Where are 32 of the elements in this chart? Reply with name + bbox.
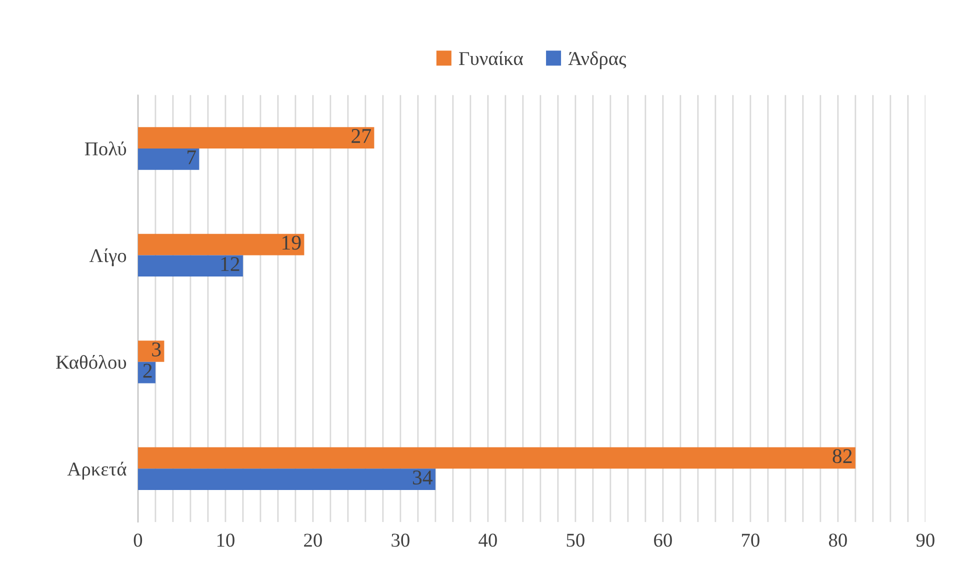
bar bbox=[138, 447, 856, 469]
data-label: 3 bbox=[152, 342, 161, 356]
y-tick-label: Καθόλου bbox=[56, 354, 126, 369]
bar bbox=[138, 255, 243, 277]
data-label: 12 bbox=[221, 257, 240, 271]
data-label: 19 bbox=[282, 236, 301, 250]
legend-label: Άνδρας bbox=[568, 51, 626, 70]
x-tick-label: 30 bbox=[392, 534, 410, 547]
x-tick-label: 0 bbox=[134, 534, 142, 547]
x-tick-label: 60 bbox=[654, 534, 672, 547]
bar bbox=[138, 148, 200, 170]
x-tick-label: 90 bbox=[916, 534, 934, 547]
x-tick-label: 80 bbox=[828, 534, 847, 547]
bar bbox=[138, 127, 374, 148]
data-label: 27 bbox=[352, 129, 371, 143]
x-tick-label: 40 bbox=[478, 534, 497, 547]
x-tick-label: 10 bbox=[217, 534, 234, 547]
x-tick-label: 20 bbox=[304, 534, 322, 547]
bar bbox=[138, 234, 304, 256]
legend-label: Γυναίκα bbox=[459, 51, 523, 66]
bar bbox=[138, 468, 436, 490]
data-label: 2 bbox=[143, 364, 152, 378]
y-tick-label: Λίγο bbox=[89, 248, 126, 266]
data-label: 7 bbox=[188, 150, 196, 164]
x-tick-label: 70 bbox=[742, 534, 760, 547]
bar bbox=[138, 340, 164, 362]
y-tick-label: Πολύ bbox=[84, 142, 126, 156]
data-label: 82 bbox=[832, 449, 852, 464]
x-tick-label: 50 bbox=[566, 534, 584, 547]
bar bbox=[138, 362, 156, 384]
y-tick-label: Αρκετά bbox=[67, 462, 126, 480]
data-label: 34 bbox=[412, 470, 432, 485]
